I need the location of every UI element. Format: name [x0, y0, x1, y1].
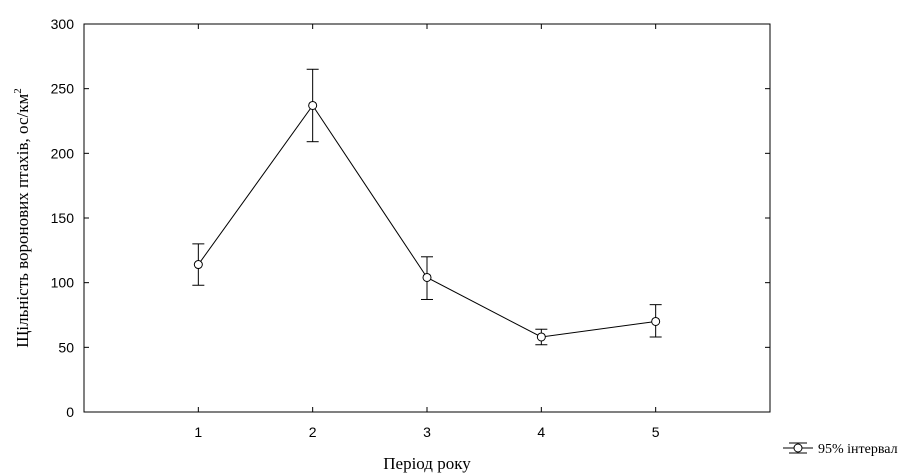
data-point — [536, 332, 546, 342]
series-line — [197, 104, 656, 338]
y-tick-label: 50 — [58, 339, 74, 355]
x-tick-label: 1 — [194, 424, 202, 440]
x-axis-title: Період року — [383, 454, 471, 473]
y-tick-label: 200 — [51, 145, 75, 161]
error-bars — [192, 68, 662, 346]
y-axis-title-main: Щільність воронових птахів, ос/км — [13, 93, 32, 347]
data-point — [651, 316, 661, 326]
data-point — [193, 260, 203, 270]
y-axis-title: Щільність воронових птахів, ос/км2 — [12, 88, 32, 348]
legend-marker-icon — [793, 443, 803, 453]
y-axis-title-superscript: 2 — [12, 88, 24, 94]
x-tick-label: 5 — [652, 424, 660, 440]
x-tick-label: 2 — [309, 424, 317, 440]
y-tick-label: 300 — [51, 16, 75, 32]
legend-label: 95% інтервал — [818, 442, 898, 457]
y-axis-title-group: Щільність воронових птахів, ос/км2 — [12, 88, 32, 348]
plot-frame — [83, 23, 771, 413]
y-tick-label: 150 — [51, 210, 75, 226]
data-points — [193, 100, 661, 342]
x-axis-ticks: 1 2 3 4 5 — [194, 24, 660, 440]
y-axis-ticks: 0 50 100 150 200 250 300 — [51, 16, 770, 420]
x-tick-label: 4 — [537, 424, 545, 440]
x-tick-label: 3 — [423, 424, 431, 440]
y-tick-label: 0 — [66, 404, 74, 420]
data-point — [422, 272, 432, 282]
y-tick-label: 250 — [51, 81, 75, 97]
y-tick-label: 100 — [51, 275, 75, 291]
legend: 95% інтервал — [783, 442, 898, 457]
data-point — [308, 100, 318, 110]
